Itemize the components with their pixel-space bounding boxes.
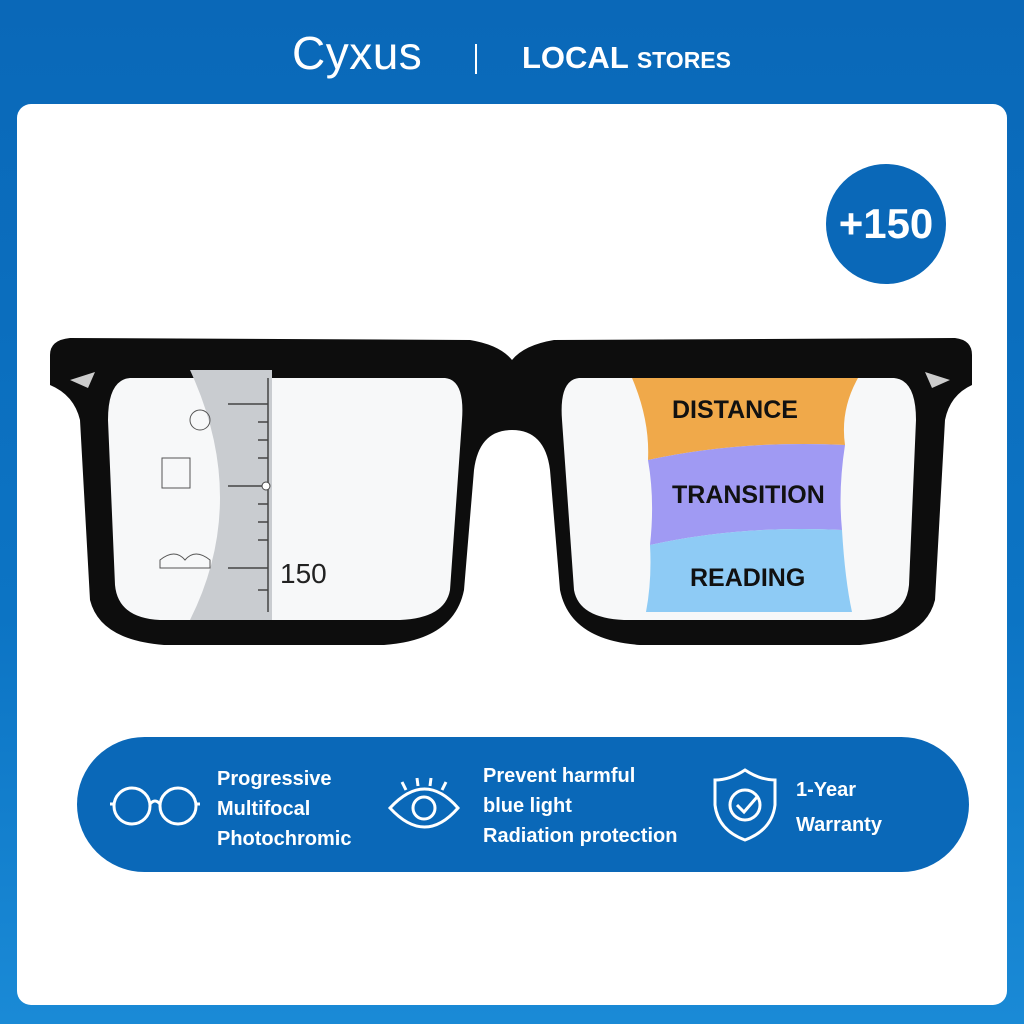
progressive-scale — [190, 370, 272, 620]
laptop-icon — [161, 457, 191, 489]
zone-transition — [648, 444, 845, 545]
eye-icon — [387, 777, 460, 829]
shield-check-icon — [713, 768, 777, 842]
local-stores-label: LOCAL STORES — [522, 40, 731, 75]
features-banner — [77, 737, 969, 872]
zone-distance — [632, 378, 858, 460]
book-icon — [159, 553, 211, 569]
zone-label-reading: READING — [690, 564, 806, 592]
scale-label: 150 — [280, 558, 327, 589]
brand-logo: Cyxus — [292, 27, 423, 79]
feature-warranty: 1-Year Warranty — [796, 779, 882, 836]
zone-label-distance: DISTANCE — [672, 396, 798, 424]
zone-reading — [646, 529, 852, 612]
people-icon — [189, 409, 211, 431]
power-badge: +150 — [826, 164, 946, 284]
feature-progressive: Progressive Multifocal Photochromic — [217, 768, 352, 850]
glasses-icon — [110, 786, 200, 826]
zone-label-transition: TRANSITION — [672, 481, 825, 509]
left-lens — [108, 378, 463, 620]
feature-blue-light: Prevent harmful blue light Radiation prote… — [483, 765, 678, 847]
divider — [475, 44, 477, 74]
header: Cyxus LOCAL STORES — [0, 22, 1024, 92]
